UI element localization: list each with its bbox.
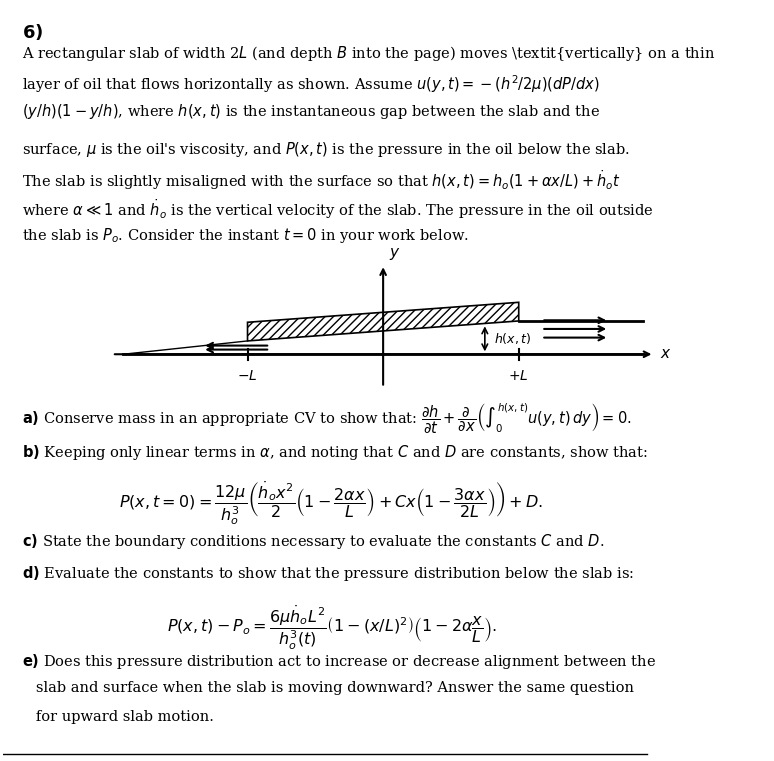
Text: $\mathbf{b)}$ Keeping only linear terms in $\alpha$, and noting that $C$ and $D$: $\mathbf{b)}$ Keeping only linear terms … bbox=[22, 443, 649, 462]
Text: $\mathbf{a)}$ Conserve mass in an appropriate CV to show that: $\dfrac{\partial : $\mathbf{a)}$ Conserve mass in an approp… bbox=[22, 402, 632, 436]
Text: for upward slab motion.: for upward slab motion. bbox=[22, 710, 214, 724]
Text: $P(x,t) - P_o = \dfrac{6\mu\dot{h}_o L^2}{h_o^3(t)}\left(1 - (x/L)^2\right)\left: $P(x,t) - P_o = \dfrac{6\mu\dot{h}_o L^2… bbox=[166, 603, 496, 651]
Text: $+L$: $+L$ bbox=[509, 369, 529, 383]
Text: The slab is slightly misaligned with the surface so that $h(x, t) = h_o(1 + \alp: The slab is slightly misaligned with the… bbox=[22, 168, 621, 192]
Text: the slab is $P_o$. Consider the instant $t = 0$ in your work below.: the slab is $P_o$. Consider the instant … bbox=[22, 225, 469, 244]
Text: slab and surface when the slab is moving downward? Answer the same question: slab and surface when the slab is moving… bbox=[22, 681, 635, 695]
Text: where $\alpha \ll 1$ and $\dot{h}_o$ is the vertical velocity of the slab. The p: where $\alpha \ll 1$ and $\dot{h}_o$ is … bbox=[22, 197, 654, 221]
Text: $h(x,t)$: $h(x,t)$ bbox=[494, 331, 531, 346]
Text: surface, $\mu$ is the oil's viscosity, and $P(x,t)$ is the pressure in the oil b: surface, $\mu$ is the oil's viscosity, a… bbox=[22, 139, 631, 158]
Text: $\mathbf{e)}$ Does this pressure distribution act to increase or decrease alignm: $\mathbf{e)}$ Does this pressure distrib… bbox=[22, 652, 656, 671]
Polygon shape bbox=[248, 302, 519, 341]
Text: $P(x,t=0) = \dfrac{12\mu}{h_o^3}\left(\dfrac{\dot{h}_o x^2}{2}\left(1 - \dfrac{2: $P(x,t=0) = \dfrac{12\mu}{h_o^3}\left(\d… bbox=[119, 479, 543, 527]
Text: $\mathbf{c)}$ State the boundary conditions necessary to evaluate the constants : $\mathbf{c)}$ State the boundary conditi… bbox=[22, 533, 604, 551]
Text: $(y/h)(1 - y/h)$, where $h(x,t)$ is the instantaneous gap between the slab and t: $(y/h)(1 - y/h)$, where $h(x,t)$ is the … bbox=[22, 102, 601, 121]
Text: A rectangular slab of width 2$L$ (and depth $B$ into the page) moves \textit{ver: A rectangular slab of width 2$L$ (and de… bbox=[22, 44, 716, 63]
Text: $\mathbf{d)}$ Evaluate the constants to show that the pressure distribution belo: $\mathbf{d)}$ Evaluate the constants to … bbox=[22, 564, 635, 583]
Text: $\mathbf{6)}$: $\mathbf{6)}$ bbox=[22, 21, 44, 42]
Text: $x$: $x$ bbox=[660, 347, 672, 361]
Text: layer of oil that flows horizontally as shown. Assume $u(y, t) = -(h^2/2\mu)(dP/: layer of oil that flows horizontally as … bbox=[22, 73, 601, 94]
Text: $-L$: $-L$ bbox=[238, 369, 258, 383]
Text: $y$: $y$ bbox=[389, 247, 400, 263]
